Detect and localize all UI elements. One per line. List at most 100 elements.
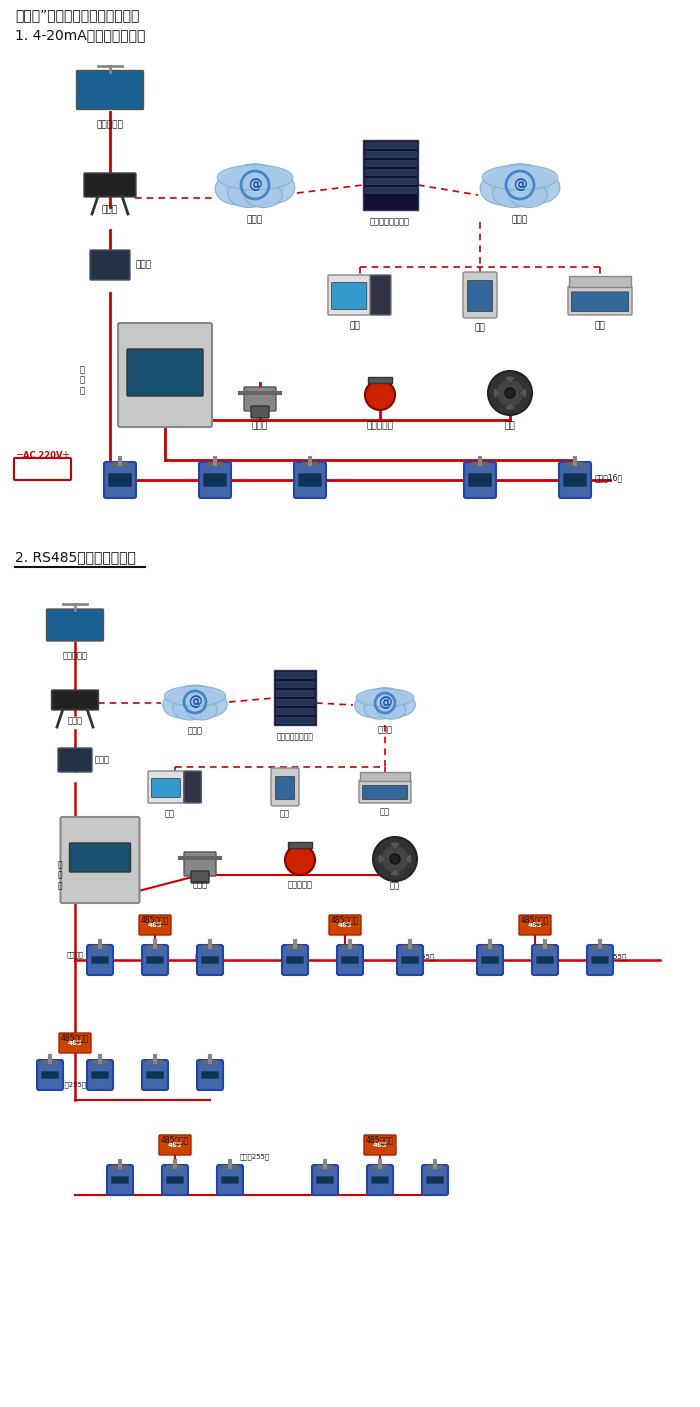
Circle shape: [365, 380, 395, 409]
FancyBboxPatch shape: [468, 474, 491, 487]
Text: 安帕尔网络服务器: 安帕尔网络服务器: [370, 217, 410, 227]
FancyBboxPatch shape: [342, 957, 358, 964]
Text: 终端: 终端: [594, 321, 606, 331]
FancyBboxPatch shape: [87, 1059, 113, 1090]
FancyBboxPatch shape: [587, 946, 613, 975]
FancyBboxPatch shape: [41, 1072, 59, 1079]
Ellipse shape: [377, 701, 406, 719]
Text: 声光报警器: 声光报警器: [288, 879, 312, 889]
Ellipse shape: [244, 183, 282, 207]
FancyBboxPatch shape: [532, 946, 558, 975]
FancyBboxPatch shape: [146, 957, 164, 964]
Ellipse shape: [364, 699, 396, 719]
Circle shape: [373, 837, 417, 881]
Text: 通
讯
线: 通 讯 线: [80, 364, 85, 395]
FancyBboxPatch shape: [76, 70, 144, 110]
FancyBboxPatch shape: [312, 1165, 338, 1195]
FancyBboxPatch shape: [519, 915, 551, 936]
Wedge shape: [505, 376, 515, 384]
FancyBboxPatch shape: [276, 671, 314, 678]
FancyBboxPatch shape: [271, 768, 299, 806]
FancyBboxPatch shape: [276, 716, 314, 723]
FancyBboxPatch shape: [365, 160, 416, 166]
Ellipse shape: [493, 180, 535, 207]
Text: 485中继器: 485中继器: [141, 915, 169, 924]
Text: +: +: [61, 450, 69, 460]
FancyBboxPatch shape: [328, 274, 370, 315]
Text: 机气猫”系列带显示固定式检测仪: 机气猫”系列带显示固定式检测仪: [15, 8, 139, 23]
Text: 可连接255台: 可连接255台: [597, 954, 627, 961]
FancyBboxPatch shape: [191, 871, 209, 884]
Text: 风机: 风机: [505, 421, 515, 431]
Text: 互联网: 互联网: [247, 215, 263, 224]
FancyBboxPatch shape: [564, 474, 587, 487]
Text: 互联网: 互联网: [377, 725, 393, 734]
FancyBboxPatch shape: [316, 1176, 333, 1183]
Text: @: @: [513, 179, 527, 191]
Wedge shape: [390, 841, 400, 850]
Wedge shape: [390, 868, 400, 877]
Ellipse shape: [172, 685, 219, 719]
FancyBboxPatch shape: [397, 946, 423, 975]
Ellipse shape: [217, 165, 293, 190]
Text: @: @: [378, 696, 392, 711]
FancyBboxPatch shape: [569, 276, 631, 287]
FancyBboxPatch shape: [536, 957, 554, 964]
FancyBboxPatch shape: [365, 187, 416, 193]
FancyBboxPatch shape: [84, 173, 136, 197]
Circle shape: [488, 371, 532, 415]
Text: AC 220V: AC 220V: [23, 450, 63, 460]
Text: 互联网: 互联网: [188, 726, 202, 734]
FancyBboxPatch shape: [221, 1176, 239, 1183]
FancyBboxPatch shape: [104, 461, 136, 498]
FancyBboxPatch shape: [202, 1072, 218, 1079]
FancyBboxPatch shape: [363, 141, 417, 210]
Text: 可连接255台: 可连接255台: [240, 1154, 270, 1161]
FancyBboxPatch shape: [244, 387, 276, 411]
FancyBboxPatch shape: [571, 291, 629, 311]
FancyBboxPatch shape: [37, 1059, 63, 1090]
Ellipse shape: [186, 701, 217, 720]
Text: @: @: [248, 179, 262, 191]
Wedge shape: [519, 388, 527, 398]
FancyBboxPatch shape: [370, 274, 391, 315]
FancyBboxPatch shape: [422, 1165, 448, 1195]
Wedge shape: [378, 854, 386, 864]
FancyBboxPatch shape: [463, 272, 497, 318]
FancyBboxPatch shape: [87, 946, 113, 975]
Text: 485: 485: [337, 922, 352, 929]
Ellipse shape: [225, 163, 284, 207]
Circle shape: [496, 378, 524, 407]
FancyBboxPatch shape: [365, 151, 416, 158]
FancyBboxPatch shape: [276, 698, 314, 705]
FancyBboxPatch shape: [426, 1176, 444, 1183]
FancyBboxPatch shape: [197, 1059, 223, 1090]
FancyBboxPatch shape: [477, 946, 503, 975]
Ellipse shape: [173, 698, 207, 720]
Text: 路由器: 路由器: [102, 205, 118, 214]
FancyBboxPatch shape: [199, 461, 231, 498]
Text: 安帕尔网络服务器: 安帕尔网络服务器: [276, 732, 314, 741]
FancyBboxPatch shape: [329, 915, 361, 936]
Text: 手机: 手机: [475, 324, 485, 332]
Text: 信号输出端: 信号输出端: [300, 464, 321, 470]
Ellipse shape: [190, 691, 228, 718]
FancyBboxPatch shape: [559, 461, 591, 498]
FancyBboxPatch shape: [14, 459, 71, 480]
Ellipse shape: [228, 180, 270, 207]
Text: 1. 4-20mA信号连接系统图: 1. 4-20mA信号连接系统图: [15, 28, 146, 42]
Text: 电脑: 电脑: [349, 321, 360, 331]
FancyBboxPatch shape: [92, 1072, 108, 1079]
Ellipse shape: [363, 688, 407, 719]
FancyBboxPatch shape: [568, 287, 632, 315]
FancyBboxPatch shape: [402, 957, 419, 964]
Ellipse shape: [491, 163, 550, 207]
FancyBboxPatch shape: [202, 957, 218, 964]
FancyBboxPatch shape: [167, 1176, 183, 1183]
Text: 485中继器: 485中继器: [61, 1033, 89, 1043]
Text: 485中继器: 485中继器: [366, 1135, 394, 1144]
Text: 电脑: 电脑: [165, 809, 175, 817]
FancyBboxPatch shape: [282, 946, 308, 975]
Text: 可连接255台: 可连接255台: [195, 954, 225, 961]
FancyBboxPatch shape: [52, 689, 99, 711]
